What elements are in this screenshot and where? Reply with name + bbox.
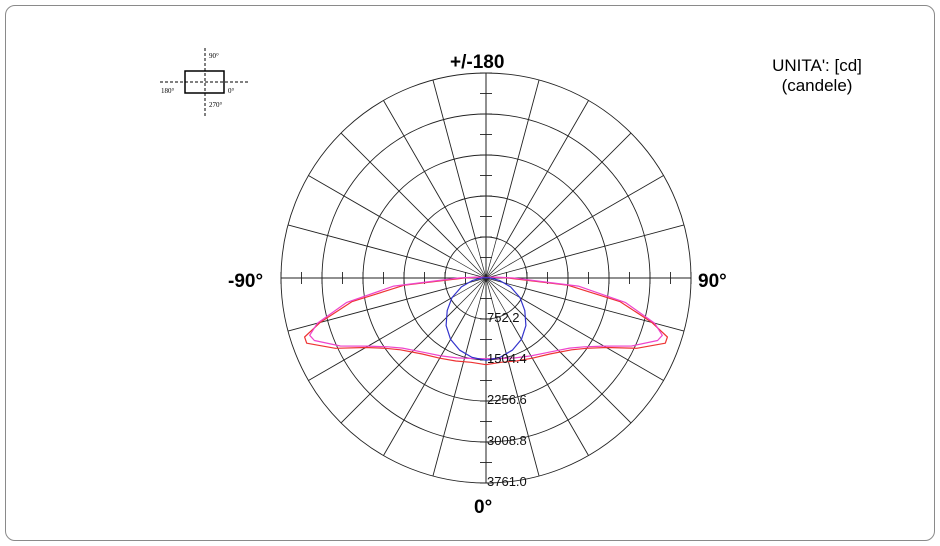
grid-spoke bbox=[432, 79, 476, 239]
grid-spoke-inner bbox=[485, 277, 526, 289]
units-legend: UNITA': [cd] (candele) bbox=[742, 56, 892, 96]
grid-spoke bbox=[521, 298, 664, 381]
grid-spoke bbox=[383, 313, 466, 456]
grid-spoke bbox=[432, 317, 476, 477]
grid-spoke-inner bbox=[475, 277, 487, 318]
angle-label-right: 90° bbox=[698, 271, 727, 292]
angle-label-bottom: 0° bbox=[474, 497, 492, 518]
grid-spoke-inner bbox=[446, 267, 487, 279]
chart-frame bbox=[5, 5, 935, 541]
grid-spoke-inner bbox=[475, 238, 487, 279]
grid-spoke bbox=[506, 313, 589, 456]
grid-spoke-inner bbox=[485, 238, 497, 279]
grid-spoke-inner bbox=[450, 257, 487, 279]
units-title: UNITA': [cd] bbox=[772, 56, 862, 75]
grid-spoke bbox=[525, 288, 685, 332]
grid-spoke-inner bbox=[485, 277, 507, 314]
grid-spoke-inner bbox=[485, 277, 497, 318]
angle-label-left: -90° bbox=[228, 271, 263, 292]
grid-spoke bbox=[506, 100, 589, 243]
angle-label-top: +/-180 bbox=[450, 52, 504, 73]
grid-spoke-inner bbox=[485, 242, 507, 279]
grid-spoke-inner bbox=[456, 277, 487, 308]
grid-spoke-inner bbox=[485, 248, 516, 279]
curves bbox=[304, 276, 668, 366]
radial-label: 2256.6 bbox=[487, 392, 527, 407]
radial-label: 1504.4 bbox=[487, 351, 527, 366]
grid-spoke-inner bbox=[485, 277, 516, 308]
radial-labels: 752.2 1504.4 2256.6 3008.8 3761.0 bbox=[487, 310, 527, 489]
grid-spoke-inner bbox=[485, 257, 522, 279]
grid-spoke bbox=[496, 317, 540, 477]
grid-spoke bbox=[525, 224, 685, 268]
grid-spoke-inner bbox=[465, 277, 487, 314]
grid-spoke-inner bbox=[465, 242, 487, 279]
grid-spoke bbox=[308, 175, 451, 258]
grid-spoke bbox=[521, 175, 664, 258]
series-curve-3 bbox=[445, 277, 527, 361]
inset-label-0: 0° bbox=[228, 87, 235, 95]
grid-spoke bbox=[514, 132, 632, 250]
inset-label-180: 180° bbox=[161, 87, 175, 95]
grid-spoke-inner bbox=[485, 277, 522, 299]
grid-spoke bbox=[514, 306, 632, 424]
units-subtitle: (candele) bbox=[781, 76, 853, 95]
orientation-inset: 90° 180° 0° 270° bbox=[160, 48, 248, 118]
grid-spoke bbox=[287, 224, 447, 268]
grid-spoke bbox=[308, 298, 451, 381]
grid-spoke bbox=[496, 79, 540, 239]
inset-label-90: 90° bbox=[209, 52, 219, 60]
grid-spoke bbox=[383, 100, 466, 243]
series-curve-1 bbox=[304, 276, 668, 366]
inset-label-270: 270° bbox=[209, 101, 223, 109]
radial-label: 3761.0 bbox=[487, 474, 527, 489]
grid-spoke-inner bbox=[450, 277, 487, 299]
radial-label: 3008.8 bbox=[487, 433, 527, 448]
polar-grid bbox=[280, 72, 692, 484]
chart-labels: +/-180 -90° 90° 0° bbox=[228, 52, 727, 518]
series-curve-2 bbox=[309, 276, 663, 360]
grid-spoke bbox=[340, 132, 458, 250]
grid-spoke-inner bbox=[485, 267, 526, 279]
grid-spoke bbox=[287, 288, 447, 332]
grid-spoke-inner bbox=[446, 277, 487, 289]
grid-spoke bbox=[340, 306, 458, 424]
radial-label: 752.2 bbox=[487, 310, 520, 325]
grid-spoke-inner bbox=[456, 248, 487, 279]
